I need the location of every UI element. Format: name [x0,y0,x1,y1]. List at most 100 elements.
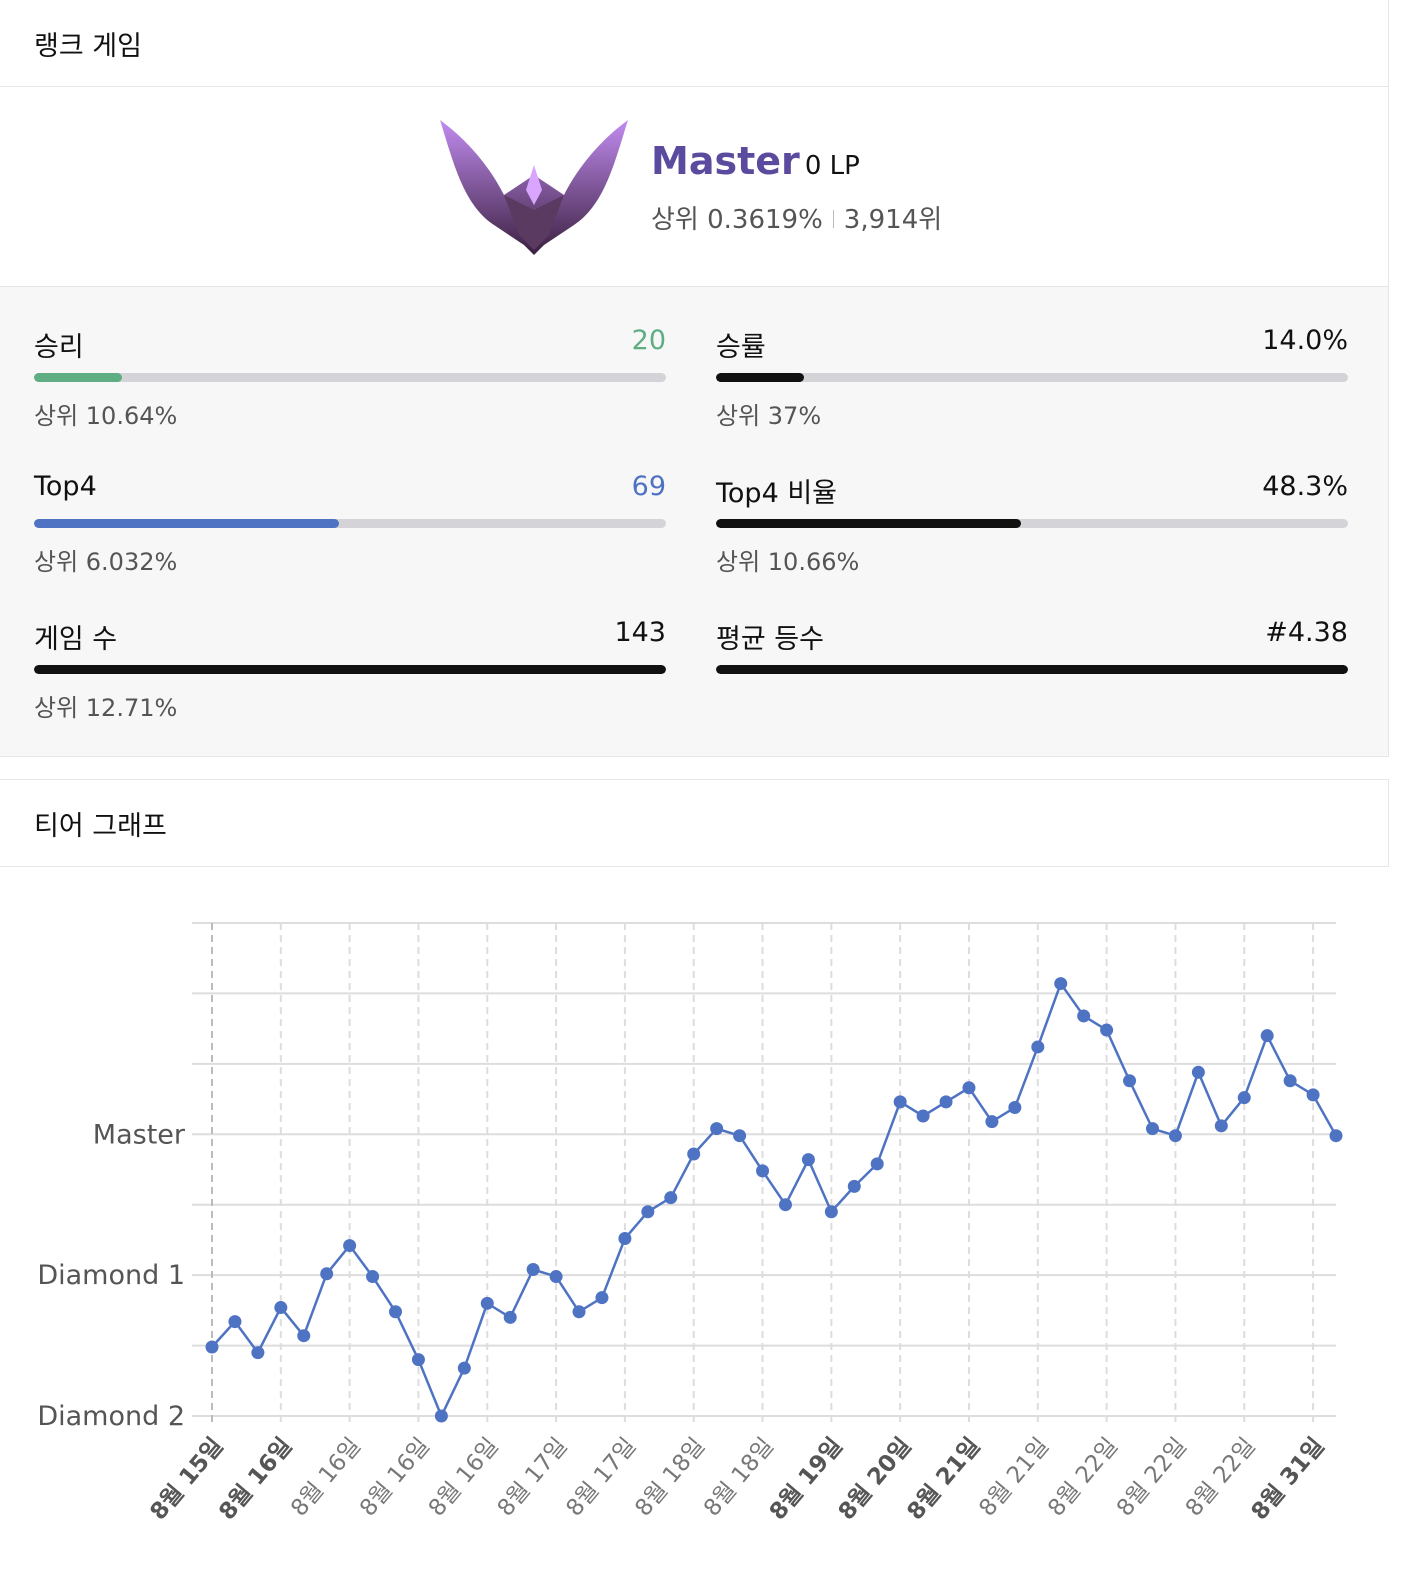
stat-label: 평균 등수 [716,624,824,655]
stat-row: Top4 69 [34,471,666,507]
point [1077,1009,1091,1023]
point [572,1305,586,1319]
point [939,1095,953,1109]
stat-value: 69 [631,471,666,502]
point [1237,1091,1251,1105]
stat-row: 승률 14.0% [716,325,1348,363]
stat: Top4 비율 48.3% 상위 10.66% [716,471,1348,577]
x-tick-label: 8월 31일 [1247,1433,1330,1525]
point [664,1191,678,1205]
point [1100,1023,1114,1037]
point [756,1164,770,1178]
x-tick-label: 8월 22일 [1043,1433,1123,1521]
rank: 3,914위 [843,205,943,235]
stat-value: 14.0% [1262,325,1348,356]
x-tick-label: 8월 22일 [1112,1433,1192,1521]
stat-bar-track [34,665,666,674]
point [1191,1065,1205,1079]
stat-bar [716,665,1348,674]
stats: 승리 20 상위 10.64% 승률 14.0% 상위 37% Top4 69 상위 6.032… [0,287,1389,757]
stat-label: Top4 비율 [716,478,838,509]
point [1008,1101,1022,1115]
stat: 평균 등수 #4.38 [716,617,1348,674]
stat-bar-track [34,519,666,528]
point [526,1263,540,1277]
stat-bar-track [716,665,1348,674]
point [1031,1040,1045,1054]
profile: Master 0 LP 상위 0.3619% 3,914위 [0,87,1389,287]
x-tick-label: 8월 21일 [902,1433,985,1525]
tier-emblem [440,120,628,255]
stat: Top4 69 상위 6.032% [34,471,666,577]
point [1054,977,1068,991]
point [1145,1122,1159,1136]
point [205,1340,219,1354]
stat-sub: 상위 37% [716,402,822,430]
point [893,1095,907,1109]
point [1123,1074,1137,1088]
point [1329,1129,1343,1143]
point [480,1296,494,1310]
point [228,1315,242,1329]
stat-bar [716,373,805,382]
stat-bar [34,373,123,382]
x-tick-label: 8월 17일 [493,1433,573,1521]
point [801,1153,815,1167]
point [251,1346,265,1360]
point [778,1198,792,1212]
stat-bar-track [716,519,1348,528]
point [411,1353,425,1367]
stat: 승률 14.0% 상위 37% [716,325,1348,431]
line [211,980,1338,1420]
point [1214,1119,1228,1133]
chart-header: 티어 그래프 [0,779,1389,867]
stat-row: Top4 비율 48.3% [716,471,1348,509]
point [297,1329,311,1343]
stat-label: 게임 수 [34,624,118,655]
stat-row: 게임 수 143 [34,617,666,655]
x-tick-label: 8월 15일 [145,1433,228,1525]
point [870,1157,884,1171]
stat-sub: 상위 10.66% [716,548,860,576]
point [733,1129,747,1143]
stat-value: 143 [614,617,666,648]
point [434,1409,448,1423]
stat-bar [34,519,340,528]
point [503,1310,517,1324]
point [366,1270,380,1284]
x-tick-label: 8월 16일 [355,1433,435,1521]
point [710,1122,724,1136]
stat: 게임 수 143 상위 12.71% [34,617,666,723]
x-tick-label: 8월 16일 [214,1433,297,1525]
point [320,1267,334,1281]
stat-sub: 상위 12.71% [34,694,178,722]
x-tick-label: 8월 16일 [424,1433,504,1521]
header-title: 랭크 게임 [34,30,142,62]
tier: Master [651,139,800,183]
point [687,1147,701,1161]
x-tick-label: 8월 19일 [765,1433,848,1525]
point [985,1115,999,1129]
point [1168,1129,1182,1143]
stat-bar [716,519,1022,528]
x-tick-label: 8월 18일 [630,1433,710,1521]
stat-row: 평균 등수 #4.38 [716,617,1348,655]
tier-line: Master 0 LP [651,139,860,183]
stat-value: 20 [631,325,666,356]
point [343,1239,357,1253]
x-tick-label: 8월 17일 [561,1433,641,1521]
rank-pct: 상위 0.3619% [651,205,823,235]
stat-label: 승리 [34,332,84,363]
lp: 0 LP [804,151,860,181]
point [847,1179,861,1193]
separator [832,210,834,228]
stat-bar-track [716,373,1348,382]
stat-sub: 상위 10.64% [34,402,178,430]
stat: 승리 20 상위 10.64% [34,325,666,431]
stat-value: #4.38 [1265,617,1348,648]
stat-bar [34,665,666,674]
point [824,1205,838,1219]
stat-bar-track [34,373,666,382]
